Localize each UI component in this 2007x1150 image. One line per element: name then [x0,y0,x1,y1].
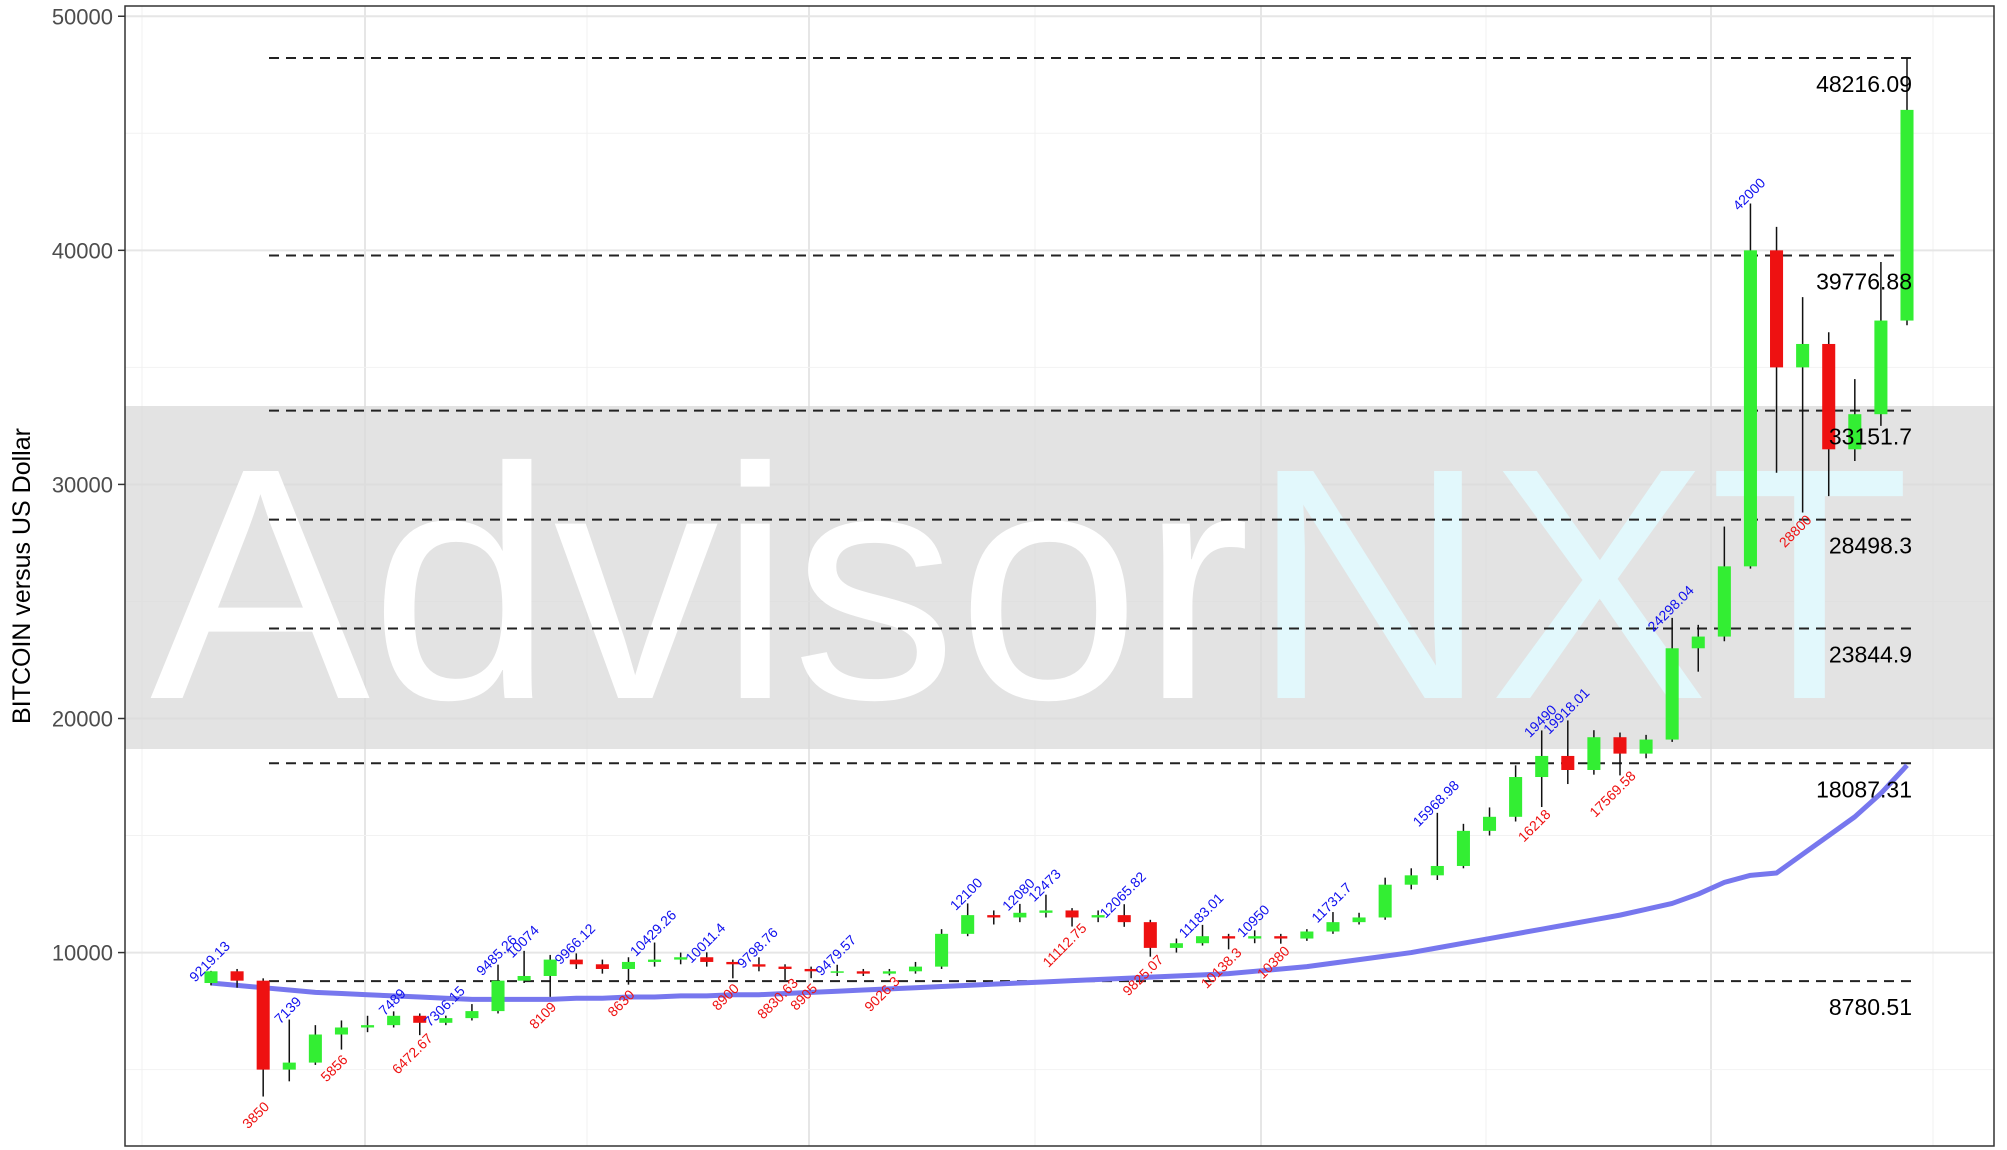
watermark-band [125,406,1994,749]
candle-body [1248,936,1262,939]
candle-body [256,980,270,1070]
plot-border [124,5,1995,1147]
candle-body [230,971,244,981]
candle-body [569,959,583,965]
candle-body [830,971,844,973]
candle-body [1430,865,1444,876]
candle-body [1770,250,1784,368]
candle-body [1039,910,1053,913]
candle-body [1483,816,1497,831]
watermark: AdvisorNXT [125,399,1994,768]
y-tick-label: 30000 [52,472,113,497]
candle-body [1796,343,1810,368]
level-label: 28498.3 [1829,533,1912,559]
level-label: 39776.88 [1816,269,1912,295]
candle-body [1222,936,1236,939]
candle-body [334,1027,348,1035]
candle-body [908,966,923,972]
candle-body [413,1015,427,1023]
candle-body [1561,755,1575,770]
candle-body [1691,636,1705,649]
candle-body [1326,922,1340,932]
candle-body [1900,109,1914,321]
candle-body [1352,917,1366,923]
candle-body [1587,737,1601,770]
candle-body [752,964,766,967]
candle-body [1091,915,1105,918]
candle-body [1065,910,1079,918]
candle-body [961,915,975,934]
candle-body [1717,566,1731,637]
candle-body [439,1018,453,1023]
candle-body [1639,739,1653,754]
y-tick-label: 20000 [52,706,113,731]
candle-body [778,966,792,969]
watermark-left: Advisor [150,399,1250,768]
level-label: 33151.7 [1829,424,1912,450]
level-label: 23844.9 [1829,641,1912,667]
candle-body [204,971,218,984]
candle-body [648,959,662,962]
candle-body [804,968,818,972]
y-tick-label: 40000 [52,238,113,263]
candle-body [595,964,609,969]
candle-body [1013,912,1027,918]
candle-body [1117,915,1131,923]
candle-body [726,961,740,965]
level-label: 18087.31 [1816,776,1912,802]
candle-body [1300,931,1314,939]
y-tick-label: 50000 [52,4,113,29]
candle-body [1195,936,1210,944]
candle-body [1848,414,1862,450]
candle-body [387,1015,401,1026]
candle-body [674,957,688,960]
candle-body [465,1011,479,1019]
candle-body [543,959,557,976]
candle-body [491,980,505,1012]
candle-body [856,971,870,974]
candle-body [1143,922,1157,948]
y-tick-label: 10000 [52,941,113,966]
candle-body [282,1062,296,1070]
candle-body [1456,830,1470,866]
candle-body [882,971,896,974]
candle-body [987,915,1001,918]
candle-body [1822,343,1836,450]
candle-body [1743,250,1757,567]
candle-body [1378,884,1392,918]
candle-body [935,933,949,967]
candle-body [700,957,714,962]
candle-body [517,975,531,981]
candle-body [1665,648,1679,740]
candle-body [1274,936,1288,939]
candle-body [1169,943,1183,948]
candle-body [1613,737,1627,754]
level-label: 8780.51 [1829,994,1912,1020]
candle-body [1535,755,1549,778]
y-axis-title: BITCOIN versus US Dollar [8,428,36,724]
candle-body [308,1034,322,1063]
candle-body [1404,875,1418,885]
watermark-right: NXT [1250,399,1910,768]
watermark-text: AdvisorNXT [150,399,1910,768]
candle-body [1874,320,1888,415]
candle-body [361,1025,375,1028]
candle-body [621,961,635,969]
candle-body [1509,777,1523,817]
level-label: 48216.09 [1816,71,1912,97]
